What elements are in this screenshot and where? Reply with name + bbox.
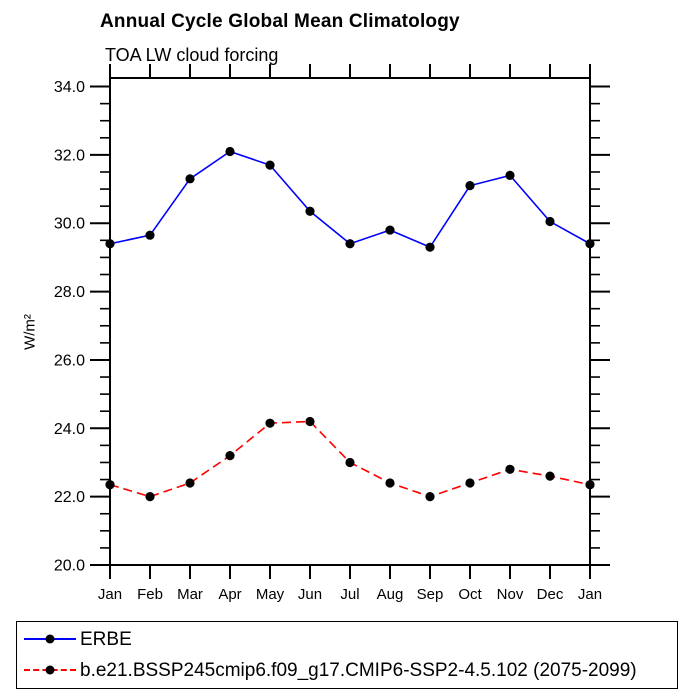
legend-line-sample-model	[24, 665, 76, 676]
data-point-marker	[345, 457, 355, 468]
x-tick-label: Aug	[377, 586, 404, 603]
x-tick-label: Mar	[177, 586, 203, 603]
data-point-marker	[105, 239, 115, 249]
x-tick-label: Sep	[417, 586, 444, 603]
y-tick-label: 20.0	[54, 558, 85, 575]
x-tick-label: Oct	[458, 586, 482, 603]
legend-label-erbe: ERBE	[80, 628, 132, 650]
data-point-marker	[385, 478, 395, 488]
data-point-marker	[305, 206, 315, 216]
data-point-marker	[305, 416, 315, 427]
data-point-marker	[465, 478, 475, 488]
x-tick-label: Jul	[340, 586, 359, 603]
x-tick-label: Jun	[298, 586, 322, 603]
data-point-marker	[145, 492, 155, 502]
data-point-marker	[185, 478, 195, 488]
legend-marker-dot	[45, 665, 55, 674]
y-tick-label: 24.0	[54, 421, 85, 438]
data-point-marker	[225, 451, 235, 461]
x-tick-label: May	[256, 586, 285, 603]
legend-label-model: b.e21.BSSP245cmip6.f09_g17.CMIP6-SSP2-4.…	[80, 659, 637, 681]
x-tick-label: Feb	[137, 586, 163, 603]
chart-subtitle: TOA LW cloud forcing	[105, 45, 279, 65]
data-point-marker	[505, 464, 515, 474]
legend-line-sample-erbe	[24, 634, 76, 645]
data-point-marker	[265, 418, 275, 428]
y-tick-label: 26.0	[54, 352, 85, 369]
data-point-marker	[425, 492, 435, 502]
legend-entry-erbe: ERBE	[17, 625, 677, 654]
data-point-marker	[185, 174, 195, 184]
y-tick-label: 22.0	[54, 489, 85, 506]
x-tick-label: Dec	[537, 586, 564, 603]
data-point-marker	[545, 216, 555, 227]
data-point-marker	[385, 225, 395, 235]
data-point-marker	[465, 181, 475, 191]
y-tick-label: 34.0	[54, 79, 85, 96]
legend-marker-dot	[45, 634, 55, 643]
data-point-marker	[345, 239, 355, 249]
data-point-marker	[225, 146, 235, 157]
data-point-marker	[105, 480, 115, 490]
data-point-marker	[425, 242, 435, 252]
data-point-marker	[545, 471, 555, 481]
data-point-marker	[585, 480, 595, 490]
legend: ERBE b.e21.BSSP245cmip6.f09_g17.CMIP6-SS…	[16, 621, 678, 689]
data-point-marker	[585, 239, 595, 249]
data-point-marker	[145, 230, 155, 240]
series-line-0	[109, 150, 591, 249]
y-tick-label: 32.0	[54, 147, 85, 164]
chart-title: Annual Cycle Global Mean Climatology	[100, 11, 460, 32]
legend-entry-model: b.e21.BSSP245cmip6.f09_g17.CMIP6-SSP2-4.…	[17, 656, 677, 685]
x-tick-label: Jan	[98, 586, 122, 603]
data-point-marker	[505, 170, 515, 180]
x-tick-label: Apr	[218, 586, 241, 603]
axis-box	[109, 77, 591, 566]
x-tick-label: Nov	[497, 586, 524, 603]
y-tick-label: 30.0	[54, 216, 85, 233]
plot-area: 20.0 22.0 24.0 26.0 28.0 30.0 32.0 34.0 Jan Feb Ma…	[54, 64, 610, 603]
data-point-marker	[265, 160, 275, 170]
x-tick-label: Jan	[578, 586, 602, 603]
y-tick-label: 28.0	[54, 284, 85, 301]
